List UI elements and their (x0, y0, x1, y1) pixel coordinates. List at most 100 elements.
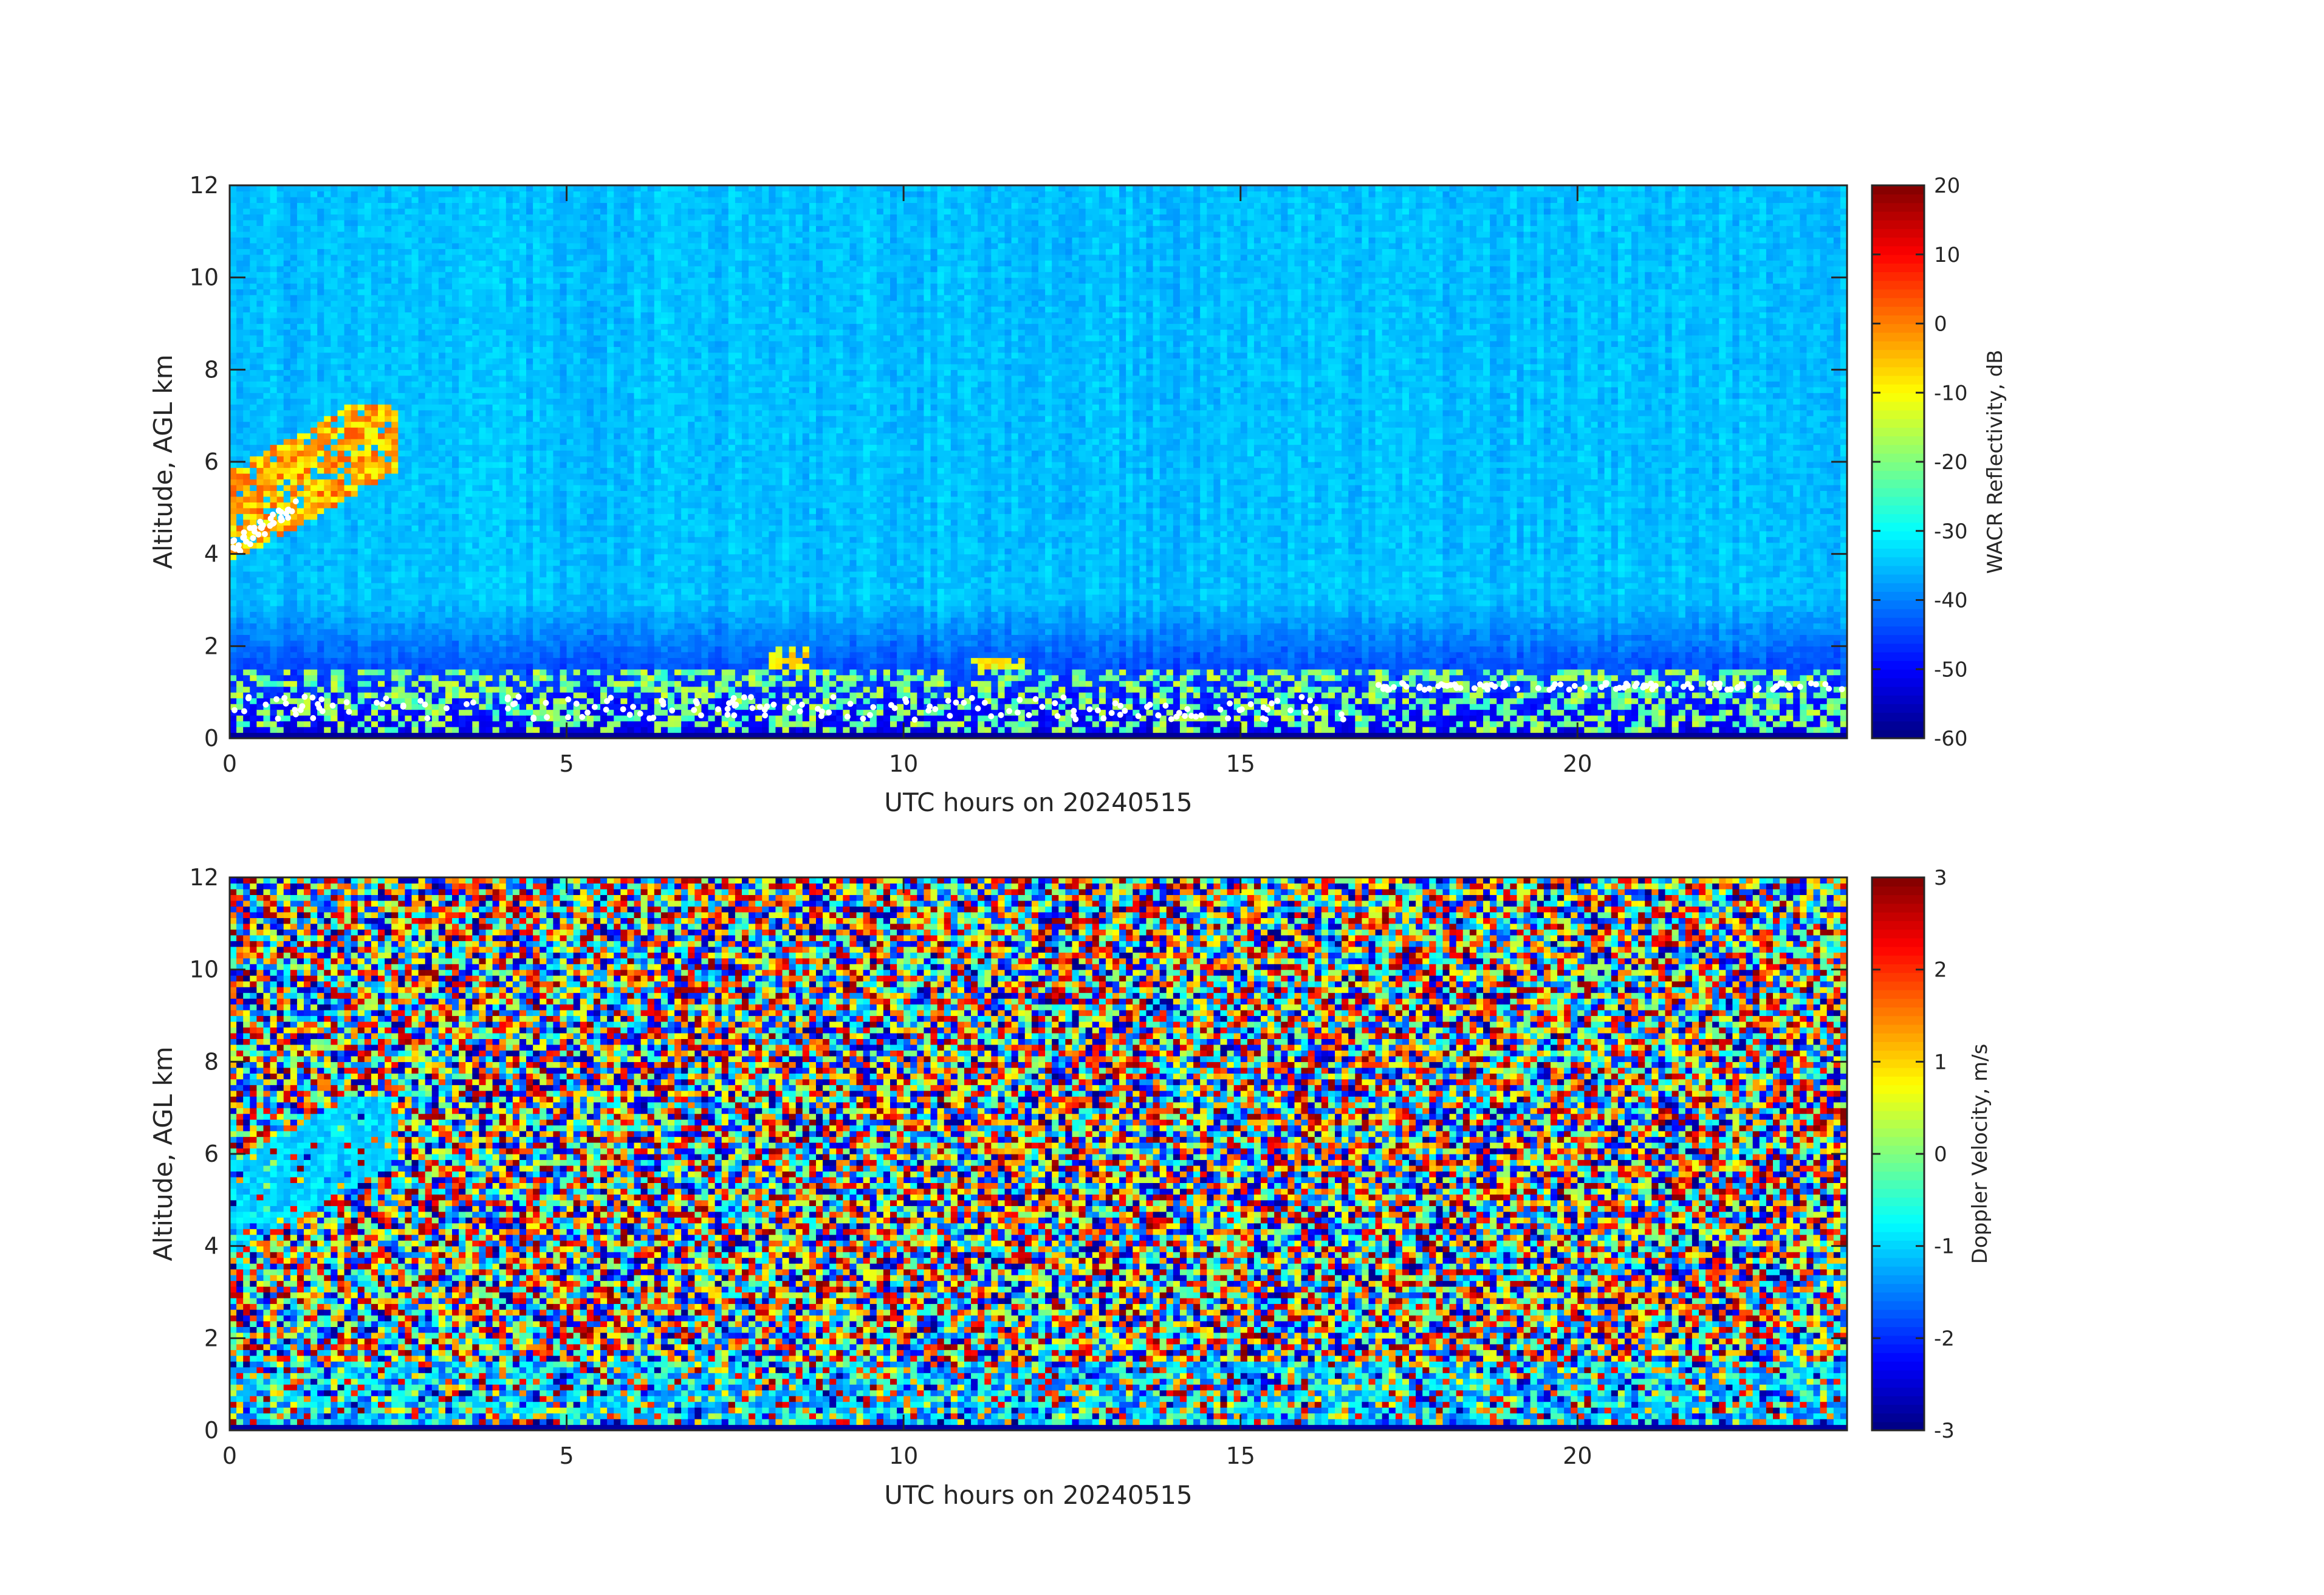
heatmap-cell (411, 507, 419, 514)
heatmap-cell (485, 715, 493, 722)
heatmap-cell (344, 300, 352, 307)
heatmap-cell (418, 628, 426, 635)
heatmap-cell (236, 496, 244, 503)
heatmap-cell (351, 490, 358, 497)
heatmap-cell (337, 300, 345, 307)
heatmap-cell (418, 560, 426, 566)
heatmap-cell (331, 254, 338, 261)
heatmap-cell (317, 484, 324, 491)
heatmap-cell (438, 634, 446, 641)
heatmap-cell (431, 732, 439, 739)
heatmap-cell (566, 272, 574, 278)
heatmap-cell (398, 266, 405, 272)
heatmap-cell (526, 507, 533, 514)
heatmap-cell (378, 623, 385, 629)
heatmap-cell (391, 363, 399, 370)
heatmap-cell (560, 352, 567, 358)
heatmap-cell (533, 548, 540, 555)
heatmap-cell (566, 191, 574, 197)
heatmap-cell (485, 692, 493, 699)
heatmap-cell (485, 519, 493, 526)
heatmap-cell (411, 542, 419, 549)
heatmap-cell (263, 312, 271, 318)
heatmap-cell (250, 283, 257, 290)
heatmap-cell (378, 698, 385, 704)
heatmap-cell (425, 249, 433, 255)
heatmap-cell (472, 634, 479, 641)
heatmap-cell (438, 346, 446, 353)
heatmap-cell (357, 363, 365, 370)
heatmap-cell (310, 473, 318, 480)
heatmap-cell (405, 283, 413, 290)
heatmap-cell (398, 577, 405, 583)
heatmap-cell (331, 721, 338, 727)
heatmap-cell (566, 363, 574, 370)
heatmap-cell (573, 663, 581, 670)
heatmap-cell (296, 611, 304, 618)
heatmap-cell (405, 456, 413, 462)
heatmap-cell (364, 329, 372, 336)
heatmap-cell (499, 225, 507, 232)
heatmap-cell (344, 295, 352, 301)
heatmap-cell (472, 237, 479, 244)
heatmap-cell (357, 548, 365, 555)
heatmap-cell (533, 640, 540, 647)
heatmap-cell (479, 651, 487, 658)
heatmap-cell (465, 254, 473, 261)
heatmap-cell (310, 571, 318, 578)
heatmap-cell (290, 393, 298, 399)
heatmap-cell (331, 300, 338, 307)
heatmap-cell (465, 439, 473, 445)
heatmap-cell (459, 507, 466, 514)
heatmap-cell (256, 393, 264, 399)
heatmap-cell (452, 513, 459, 520)
heatmap-cell (465, 721, 473, 727)
heatmap-cell (250, 484, 257, 491)
heatmap-cell (290, 623, 298, 629)
heatmap-cell (425, 600, 433, 606)
heatmap-cell (385, 335, 392, 341)
heatmap-cell (290, 513, 298, 520)
heatmap-cell (533, 467, 540, 474)
heatmap-cell (236, 340, 244, 348)
heatmap-cell (566, 202, 574, 209)
heatmap-cell (506, 623, 513, 629)
heatmap-cell (573, 565, 581, 572)
heatmap-cell (378, 571, 385, 578)
heatmap-cell (296, 628, 304, 635)
heatmap-cell (526, 260, 533, 267)
heatmap-cell (310, 490, 318, 497)
heatmap-cell (344, 554, 352, 560)
heatmap-cell (296, 352, 304, 358)
heatmap-cell (317, 600, 324, 606)
heatmap-cell (250, 433, 257, 439)
heatmap-cell (485, 225, 493, 232)
heatmap-cell (499, 583, 507, 589)
heatmap-cell (290, 369, 298, 376)
heatmap-cell (385, 254, 392, 261)
heatmap-cell (411, 335, 419, 341)
heatmap-cell (418, 611, 426, 618)
heatmap-cell (452, 698, 459, 704)
heatmap-cell (331, 340, 338, 348)
heatmap-cell (459, 214, 466, 221)
heatmap-cell (573, 484, 581, 491)
heatmap-cell (371, 352, 379, 358)
heatmap-cell (499, 363, 507, 370)
heatmap-cell (485, 462, 493, 468)
heatmap-cell (364, 272, 372, 278)
heatmap-cell (304, 421, 311, 428)
heatmap-cell (499, 560, 507, 566)
heatmap-cell (425, 709, 433, 716)
heatmap-cell (263, 732, 271, 739)
heatmap-cell (270, 605, 278, 612)
heatmap-cell (452, 583, 459, 589)
heatmap-cell (317, 496, 324, 503)
heatmap-cell (243, 577, 250, 583)
heatmap-cell (418, 663, 426, 670)
heatmap-cell (276, 657, 284, 664)
heatmap-cell (317, 577, 324, 583)
heatmap-cell (418, 404, 426, 411)
heatmap-cell (256, 318, 264, 324)
heatmap-cell (324, 208, 331, 214)
